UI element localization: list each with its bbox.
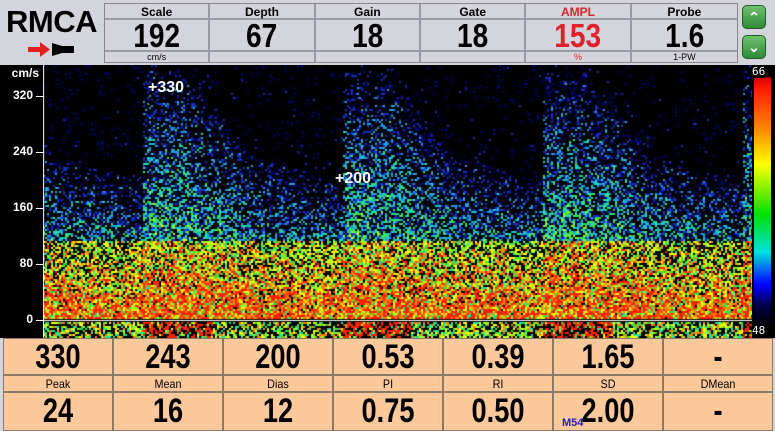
measurement-cell: 12 — [223, 392, 333, 431]
setting-value: 18 — [457, 17, 489, 54]
probe-direction-icon — [28, 42, 74, 57]
axis-tick-label: 80 — [19, 256, 33, 270]
measurement-label: Mean — [154, 377, 182, 391]
setting-unit: % — [526, 50, 630, 62]
measurement-label: Dias — [267, 377, 289, 391]
measurement-cell: 1.65 — [553, 338, 663, 376]
measurement-cell: DMean — [663, 375, 773, 392]
vessel-title: RMCA — [6, 4, 98, 39]
measurement-cell: - — [663, 392, 773, 431]
measurement-value: 0.53 — [361, 338, 415, 376]
measurement-value: 12 — [262, 392, 294, 430]
axis-tick-label: 320 — [12, 88, 33, 102]
setting-gain[interactable]: Gain 18 — [315, 4, 421, 62]
measurement-cell: Dias — [223, 375, 333, 392]
measurement-value: 1.65 — [581, 338, 635, 376]
color-scale-bar — [754, 77, 771, 327]
axis-unit: cm/s — [11, 66, 39, 80]
spectrogram — [43, 65, 752, 338]
measurement-value: 16 — [152, 392, 184, 430]
measurement-label: Peak — [45, 377, 71, 391]
measurement-label: PI — [382, 377, 394, 391]
up-chevron-icon: ⌃ — [748, 9, 760, 25]
setting-label: AMPL — [526, 4, 630, 20]
measurement-value: 2.00 — [581, 392, 635, 430]
measurement-cell: RI — [443, 375, 553, 392]
setting-unit — [421, 50, 525, 62]
setting-unit: 1-PW — [631, 50, 737, 62]
axis-tick-label: 240 — [12, 144, 33, 158]
setting-gate[interactable]: Gate 18 — [421, 4, 527, 62]
setting-scale[interactable]: Scale 192 cm/s — [105, 4, 211, 62]
measurement-cell: 200 — [223, 338, 333, 376]
setting-value: 192 — [133, 17, 181, 54]
increase-button[interactable]: ⌃ — [742, 5, 766, 29]
measurement-cell: 2.00 — [553, 392, 663, 431]
axis-tick-label: 160 — [12, 200, 33, 214]
measurement-table: 330 243 200 0.53 0.39 1.65 - Peak Mean Dias PI RI SD… — [3, 338, 773, 431]
doppler-spectrum-panel: cm/s 320 240 160 80 0 66 48 +330 +200 — [0, 65, 775, 338]
measurement-value: 330 — [35, 338, 81, 376]
measurement-value: 0.75 — [361, 392, 415, 430]
axis-tick — [36, 264, 43, 265]
setting-probe[interactable]: Probe 1.6 1-PW — [631, 4, 737, 62]
setting-depth[interactable]: Depth 67 — [210, 4, 316, 62]
measurement-cell: 330 — [3, 338, 113, 376]
velocity-axis: cm/s 320 240 160 80 0 — [0, 65, 43, 338]
color-scale-max: 66 — [752, 65, 766, 78]
peak-marker: +330 — [148, 79, 185, 96]
setting-label: Gain — [315, 4, 419, 20]
measurement-value: 0.39 — [471, 338, 525, 376]
measurement-value: - — [713, 392, 723, 430]
measurement-cell: SD — [553, 375, 663, 392]
measurement-cell: 24 — [3, 392, 113, 431]
setting-unit: cm/s — [105, 50, 209, 62]
setting-value: 1.6 — [664, 17, 704, 54]
setting-ampl[interactable]: AMPL 153% — [526, 4, 632, 62]
axis-tick — [36, 208, 43, 209]
measurement-cell: 16 — [113, 392, 223, 431]
measurement-cell: Peak — [3, 375, 113, 392]
decrease-button[interactable]: ⌄ — [742, 35, 766, 59]
axis-tick — [36, 152, 43, 153]
measurement-cell: Mean — [113, 375, 223, 392]
setting-value: 18 — [351, 17, 383, 54]
setting-value: 153 — [554, 17, 602, 54]
axis-tick — [36, 320, 43, 321]
setting-unit — [315, 50, 419, 62]
setting-label: Gate — [421, 4, 525, 20]
marker-label: M54 — [562, 417, 584, 429]
measurement-value: 0.50 — [471, 392, 525, 430]
measurement-label: DMean — [700, 377, 736, 391]
setting-label: Scale — [105, 4, 209, 20]
down-chevron-icon: ⌄ — [748, 39, 760, 55]
setting-unit — [210, 50, 314, 62]
measurement-label: SD — [600, 377, 616, 391]
measurement-cell: - — [663, 338, 773, 376]
measurement-value: 243 — [145, 338, 191, 376]
diastolic-marker: +200 — [335, 170, 372, 187]
measurement-cell: 0.53 — [333, 338, 443, 376]
axis-tick-label: 0 — [26, 312, 33, 326]
axis-tick — [36, 96, 43, 97]
measurement-cell: 0.50 — [443, 392, 553, 431]
measurement-value: 24 — [42, 392, 74, 430]
setting-label: Probe — [631, 4, 737, 20]
measurement-cell: PI — [333, 375, 443, 392]
measurement-cell: 0.75 — [333, 392, 443, 431]
setting-value: 67 — [246, 17, 278, 54]
measurement-value: - — [713, 338, 723, 376]
measurement-value: 200 — [255, 338, 301, 376]
measurement-label: RI — [492, 377, 504, 391]
setting-label: Depth — [210, 4, 314, 20]
color-scale-min: 48 — [752, 324, 766, 337]
measurement-cell: 243 — [113, 338, 223, 376]
measurement-cell: 0.39 — [443, 338, 553, 376]
settings-header: Scale 192 cm/s Depth 67 Gain 18 Gate 18 AMPL 153% P… — [104, 3, 738, 63]
